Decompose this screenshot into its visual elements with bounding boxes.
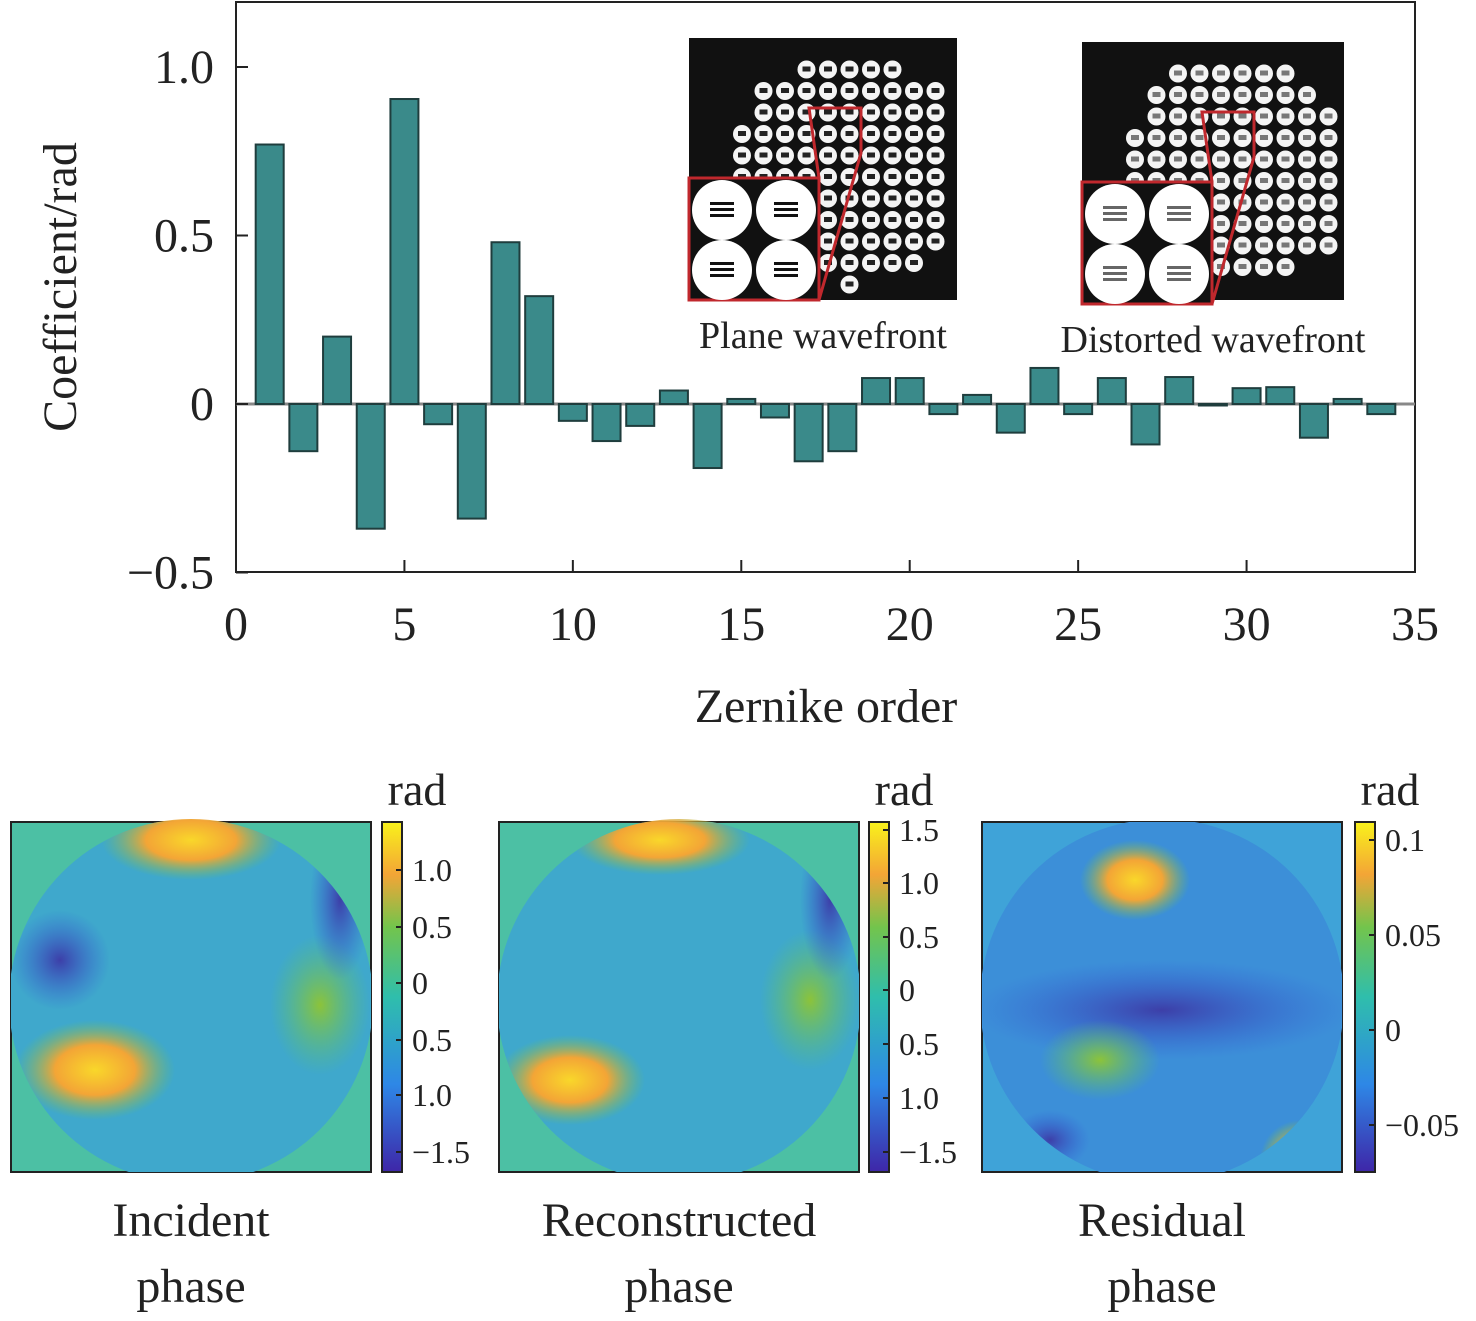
caption-line: phase: [136, 1260, 246, 1313]
bar-29: [1197, 403, 1228, 407]
colorbar-tick-label: −1.5: [899, 1134, 957, 1170]
y-axis-label: Coefficient/rad: [34, 142, 87, 432]
plot-frame: [235, 1, 1416, 573]
bar-20: [894, 377, 925, 405]
phase-map-3: rad 0.1 0.05 0 −0.05: [980, 764, 1459, 1183]
colorbar-tick-label: 0: [899, 972, 915, 1008]
bar-28: [1164, 376, 1195, 406]
colorbar-tick-label: 1.0: [412, 852, 452, 888]
x-tick-label: 30: [1223, 598, 1271, 651]
inset-label: Distorted wavefront: [1061, 319, 1366, 361]
colorbar-tick-label: 0.5: [412, 1022, 452, 1058]
colorbar: rad 1.0 0.5 0 0.5 1.0 −1.5: [381, 764, 470, 1173]
bar-14: [692, 403, 723, 470]
bar-13: [658, 389, 689, 405]
bar-16: [759, 403, 790, 419]
bar-4: [355, 403, 386, 530]
bar-33: [1332, 397, 1363, 406]
colorbar-label: rad: [875, 764, 934, 815]
bar-32: [1298, 403, 1329, 439]
caption-line: Residual: [1078, 1194, 1246, 1247]
colorbar-tick-label: 0.5: [412, 909, 452, 945]
caption-line: phase: [1107, 1260, 1217, 1313]
bar-2: [288, 403, 319, 453]
y-tick-label: 1.0: [154, 41, 214, 94]
x-tick-label: 35: [1391, 598, 1439, 651]
bar-21: [928, 403, 959, 416]
colorbar-label: rad: [1361, 764, 1420, 815]
colorbar-tick-label: 0: [412, 965, 428, 1001]
colorbar-tick-label: 1.0: [899, 865, 939, 901]
colorbar-label: rad: [388, 764, 447, 815]
colorbar-tick-label: −0.05: [1385, 1107, 1459, 1143]
bar-17: [793, 403, 824, 463]
bar-25: [1063, 403, 1094, 416]
bar-1: [254, 143, 285, 405]
bar-27: [1130, 403, 1161, 446]
caption-line: Reconstructed: [541, 1194, 817, 1247]
colorbar-tick-label: 0.5: [899, 919, 939, 955]
colorbar: rad 0.1 0.05 0 −0.05: [1354, 764, 1459, 1173]
colorbar-tick-label: −1.5: [412, 1134, 470, 1170]
colorbar-tick-label: 1.5: [899, 812, 939, 848]
phase-map-1: rad 1.0 0.5 0 0.5 1.0 −1.5: [10, 764, 470, 1173]
bar-19: [861, 377, 892, 405]
x-tick-label: 20: [886, 598, 934, 651]
caption-line: phase: [624, 1260, 734, 1313]
inset-label: Plane wavefront: [699, 315, 947, 357]
x-tick-label: 15: [717, 598, 765, 651]
phase-caption: Residual phase: [982, 1188, 1342, 1320]
colorbar-tick-label: 0: [1385, 1012, 1401, 1048]
bar-23: [995, 403, 1026, 434]
colorbar-tick-label: 0.05: [1385, 917, 1441, 953]
bar-8: [490, 241, 521, 405]
y-tick-label: −0.5: [127, 547, 214, 600]
x-tick-label: 25: [1054, 598, 1102, 651]
caption-line: Incident: [112, 1194, 270, 1247]
bar-6: [423, 403, 454, 426]
phase-caption: Reconstructed phase: [499, 1188, 859, 1320]
y-tick-label: 0.5: [154, 210, 214, 263]
y-tick-label: 0: [190, 378, 214, 431]
phase-maps: rad1.00.500.51.0−1.5rad1.51.00.500.51.0−…: [10, 764, 1459, 1183]
bar-5: [389, 98, 420, 405]
bar-11: [591, 403, 622, 443]
x-tick-label: 10: [549, 598, 597, 651]
bar-22: [962, 393, 993, 406]
inset-plane-wavefront: Plane wavefront: [687, 38, 957, 357]
colorbar-tick-label: 1.0: [412, 1077, 452, 1113]
colorbar-tick-label: 0.1: [1385, 822, 1425, 858]
bar-12: [625, 403, 656, 427]
bar-34: [1366, 403, 1397, 416]
bar-24: [1029, 366, 1060, 406]
bar-7: [456, 403, 487, 520]
bar-31: [1265, 386, 1296, 405]
bar-15: [726, 397, 757, 406]
colorbar-tick-label: 0.5: [899, 1026, 939, 1062]
inset-distorted-wavefront: Distorted wavefront: [1061, 42, 1366, 361]
bar-9: [524, 295, 555, 405]
bar-18: [827, 403, 858, 453]
x-tick-label: 5: [392, 598, 416, 651]
bar-30: [1231, 387, 1262, 406]
bar-26: [1096, 377, 1127, 405]
bar-10: [557, 403, 588, 422]
x-axis-label: Zernike order: [695, 680, 958, 733]
bar-3: [322, 335, 353, 406]
x-tick-label: 0: [224, 598, 248, 651]
colorbar-tick-label: 1.0: [899, 1080, 939, 1116]
phase-caption: Incident phase: [11, 1188, 371, 1320]
